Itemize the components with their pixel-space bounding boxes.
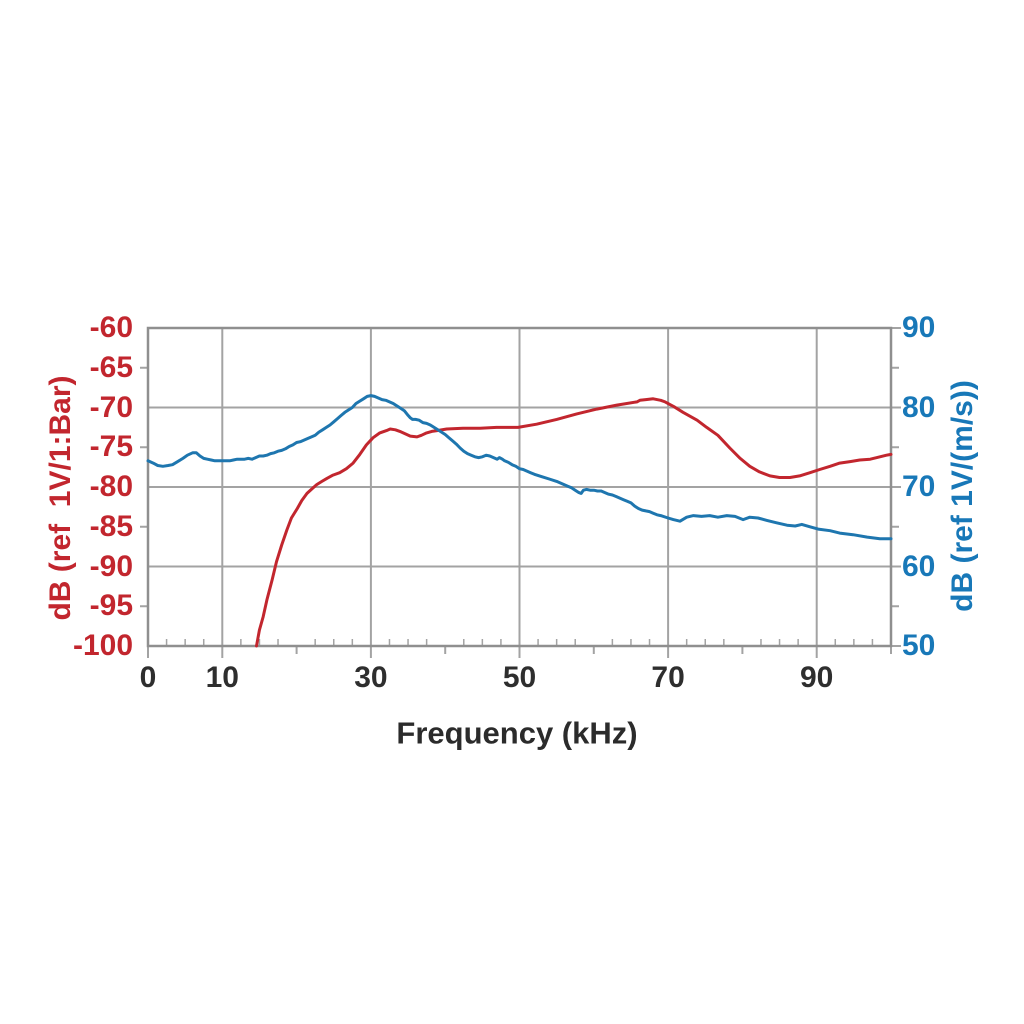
left-axis-tick-label: -100 [72,629,133,662]
plot-frame [146,326,893,648]
blue-curve [146,394,893,541]
x-axis-tick-label: 70 [651,661,685,694]
left-axis-tick-label: -90 [89,549,133,583]
x-axis-title: Frequency (kHz) [396,715,638,751]
x-axis-tick-label: 10 [205,661,239,694]
red-curve [255,397,893,648]
left-axis-tick-label: -65 [89,350,133,384]
right-axis-tick-label: 80 [902,390,936,424]
right-axis-tick-label: 60 [902,549,936,583]
right-axis-tick-label: 90 [902,311,936,344]
x-axis-tick-label: 0 [139,661,157,694]
x-axis-tick-label: 50 [502,661,537,694]
left-axis-tick-label: -70 [89,390,133,424]
x-axis-tick-label: 30 [354,661,388,694]
right-axis-title: dB (ref 1V/(m/s)) [946,380,979,612]
left-axis-tick-label: -95 [89,589,133,623]
right-axis-tick-label: 50 [902,629,936,662]
left-axis-tick-label: -60 [89,311,133,344]
x-axis-tick-label: 90 [800,661,834,694]
left-axis-tick-label: -75 [89,430,133,464]
left-axis-title: dB (ref 1V/1:Bar) [44,375,77,621]
right-axis-tick-label: 70 [902,470,936,503]
left-axis-tick-label: -85 [89,509,133,543]
left-axis-tick-label: -80 [89,470,133,503]
